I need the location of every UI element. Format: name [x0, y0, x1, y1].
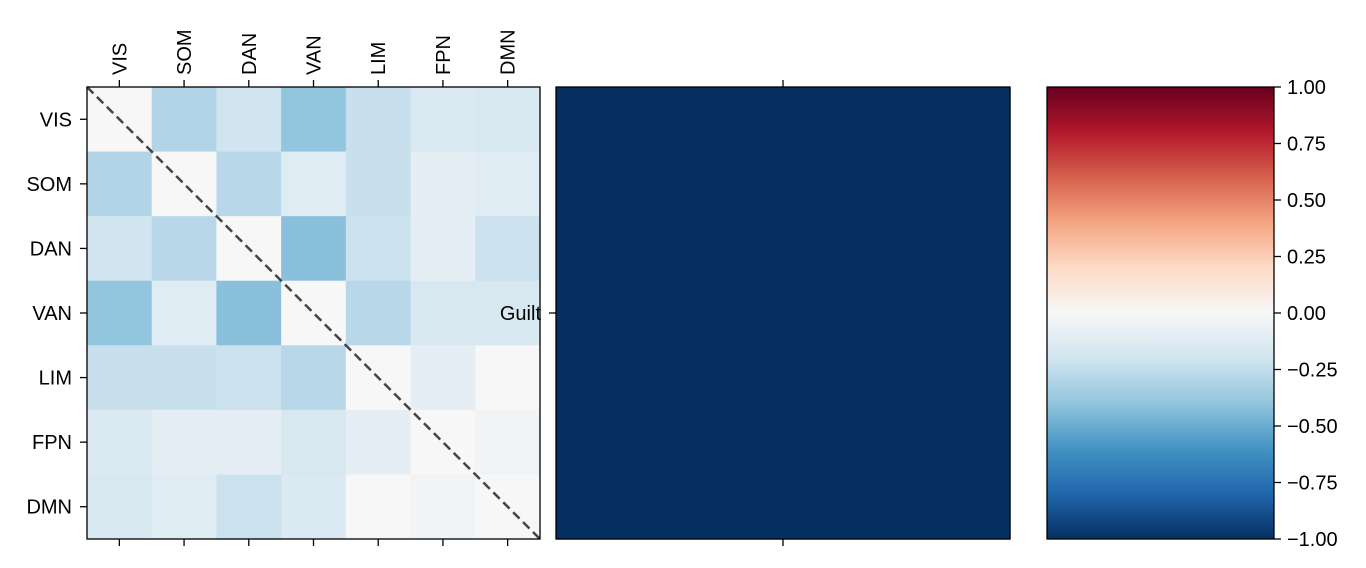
guilt-row-label-guilt: Guilt: [500, 303, 542, 325]
colorbar-gradient: [1047, 87, 1274, 539]
matrix-cell-dan-dmn: [475, 216, 541, 282]
matrix-row-labels: VIS SOM DAN VAN LIM FPN DMN: [26, 109, 87, 519]
matrix-row-label-dmn: DMN: [26, 497, 72, 519]
colorbar-tick-label-4: 0.00: [1287, 303, 1326, 325]
matrix-cell-fpn-dan: [216, 409, 282, 476]
matrix-cell-vis-fpn: [410, 87, 476, 153]
matrix-cell-van-dan: [216, 280, 282, 346]
matrix-row-label-vis: VIS: [40, 109, 72, 131]
matrix-cell-lim-som: [151, 345, 218, 411]
matrix-cell-som-lim: [345, 151, 412, 217]
matrix-column-labels: VIS SOM DAN VAN LIM FPN DMN: [109, 29, 520, 546]
matrix-cell-dmn-dan: [216, 474, 282, 540]
guilt-heatmap-cells: [556, 87, 1011, 540]
matrix-col-label-van: VAN: [304, 35, 326, 75]
matrix-cell-som-fpn: [410, 151, 476, 217]
matrix-row-label-van: VAN: [32, 303, 72, 325]
colorbar-tick-label-2: 0.50: [1287, 190, 1326, 212]
matrix-row-label-dan: DAN: [30, 238, 72, 260]
colorbar-tick-label-0: 1.00: [1287, 77, 1326, 99]
matrix-cell-van-fpn: [410, 280, 476, 346]
matrix-col-label-dan: DAN: [239, 33, 261, 75]
matrix-cell-van-som: [151, 280, 218, 346]
guilt-heatmap-row-labels: Guilt: [500, 303, 556, 325]
matrix-row-label-som: SOM: [26, 174, 72, 196]
matrix-row-label-lim: LIM: [39, 368, 72, 390]
colorbar-tick-label-8: −1.00: [1287, 529, 1338, 551]
matrix-col-label-lim: LIM: [368, 42, 390, 75]
matrix-cell-lim-van: [281, 345, 347, 411]
matrix-cell-vis-dan: [216, 87, 282, 153]
matrix-cell-som-vis: [87, 151, 153, 217]
correlation-matrix-panel: VIS SOM DAN VAN LIM FPN DMN VIS SOM DAN VAN LIM FPN…: [26, 29, 541, 546]
matrix-cell-fpn-dmn: [475, 409, 541, 476]
colorbar-tick-label-5: −0.25: [1287, 360, 1338, 382]
matrix-cell-vis-dmn: [475, 87, 541, 153]
matrix-row-label-fpn: FPN: [32, 432, 72, 454]
matrix-cell-dan-van: [281, 216, 347, 282]
matrix-cell-som-dmn: [475, 151, 541, 217]
matrix-cell-som-dan: [216, 151, 282, 217]
matrix-cell-dan-lim: [345, 216, 412, 282]
matrix-cell-lim-vis: [87, 345, 153, 411]
diagonal-dashed-line: [86, 86, 541, 540]
matrix-cell-fpn-vis: [87, 409, 153, 476]
matrix-cell-vis-van: [281, 87, 347, 153]
matrix-cell-vis-lim: [345, 87, 412, 153]
matrix-cell-dan-som: [151, 216, 218, 282]
colorbar-tick-label-1: 0.75: [1287, 134, 1326, 156]
matrix-col-label-fpn: FPN: [433, 35, 455, 75]
guilt-heatmap-panel: Guilt: [500, 80, 1011, 546]
matrix-cells: [87, 87, 541, 540]
matrix-cell-dmn-fpn: [410, 474, 476, 540]
matrix-cell-dmn-vis: [87, 474, 153, 540]
colorbar-tick-label-7: −0.75: [1287, 473, 1338, 495]
matrix-cell-van-dmn: [475, 280, 541, 346]
matrix-cell-dan-fpn: [410, 216, 476, 282]
matrix-col-label-som: SOM: [174, 29, 196, 75]
matrix-cell-fpn-som: [151, 409, 218, 476]
matrix-cell-van-vis: [87, 280, 153, 346]
matrix-cell-fpn-van: [281, 409, 347, 476]
matrix-cell-vis-som: [151, 87, 218, 153]
matrix-cell-som-van: [281, 151, 347, 217]
matrix-cell-dmn-lim: [345, 474, 412, 540]
colorbar-ticks: 1.00 0.75 0.50 0.25 0.00 −0.25 −0.50 −0.75 −1.00: [1274, 77, 1338, 551]
guilt-cell-guilt-0: [556, 87, 1011, 540]
matrix-col-label-dmn: DMN: [498, 29, 520, 75]
matrix-cell-lim-dmn: [475, 345, 541, 411]
colorbar: 1.00 0.75 0.50 0.25 0.00 −0.25 −0.50 −0.75 −1.00: [1046, 77, 1338, 551]
matrix-cell-lim-dan: [216, 345, 282, 411]
matrix-cell-dmn-van: [281, 474, 347, 540]
matrix-cell-van-lim: [345, 280, 412, 346]
colorbar-tick-label-3: 0.25: [1287, 247, 1326, 269]
matrix-col-label-vis: VIS: [109, 43, 131, 75]
matrix-cell-lim-fpn: [410, 345, 476, 411]
matrix-cell-dan-vis: [87, 216, 153, 282]
colorbar-tick-label-6: −0.50: [1287, 416, 1338, 438]
matrix-cell-fpn-lim: [345, 409, 412, 476]
matrix-cell-dmn-som: [151, 474, 218, 540]
